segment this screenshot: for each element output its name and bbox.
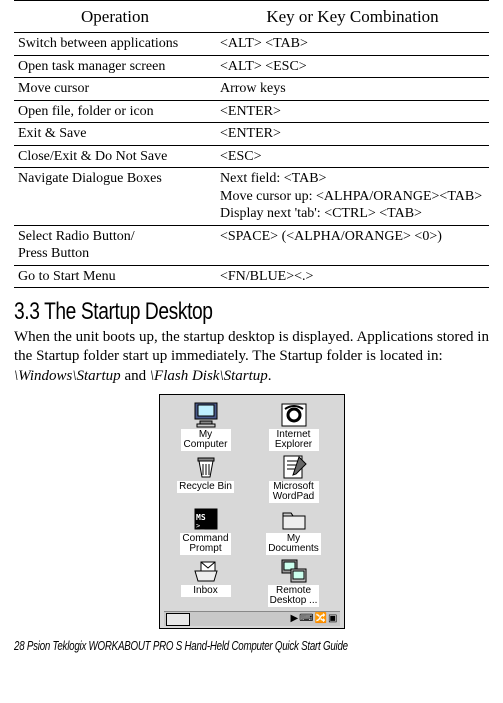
desktop-icon-label: Recycle Bin [177, 481, 234, 493]
wordpad-icon [279, 453, 309, 481]
desktop-icon-inbox[interactable]: Inbox [164, 557, 248, 607]
desktop-icon-grid: My Computer Internet Explorer Recycle Bi… [164, 401, 340, 607]
tray-icon: 🔀 [315, 614, 327, 624]
ie-icon [279, 401, 309, 429]
remote-icon [279, 557, 309, 585]
recycle-icon [191, 453, 221, 481]
table-row: Open task manager screen<ALT> <ESC> [14, 55, 489, 78]
page-footer: 28 Psion Teklogix WORKABOUT PRO S Hand-H… [14, 639, 385, 653]
desktop-icon-recycle-bin[interactable]: Recycle Bin [164, 453, 248, 503]
document-page: Operation Key or Key Combination Switch … [0, 0, 503, 653]
table-row: Select Radio Button/ Press Button<SPACE>… [14, 225, 489, 265]
desktop-icon-internet-explorer[interactable]: Internet Explorer [252, 401, 336, 451]
table-row: Go to Start Menu<FN/BLUE><.> [14, 265, 489, 288]
desktop-screenshot: My Computer Internet Explorer Recycle Bi… [159, 394, 345, 629]
svg-text:MS: MS [196, 513, 206, 522]
table-header-key: Key or Key Combination [216, 1, 489, 33]
desktop-icon-label: Remote Desktop ... [268, 585, 320, 607]
table-header-operation: Operation [14, 1, 216, 33]
desktop-icon-my-documents[interactable]: My Documents [252, 505, 336, 555]
table-row: Switch between applications<ALT> <TAB> [14, 33, 489, 56]
desktop-icon-remote-desktop[interactable]: Remote Desktop ... [252, 557, 336, 607]
start-button[interactable] [166, 613, 190, 626]
desktop-icon-label: My Computer [181, 429, 231, 451]
desktop-icon-label: Inbox [181, 585, 231, 597]
tray-icon: ▶ [290, 614, 298, 624]
desktop-icon-label: Microsoft WordPad [269, 481, 319, 503]
desktop-taskbar: ▶ ⌨ 🔀 ▣ [164, 611, 340, 626]
desktop-icon-label: Internet Explorer [269, 429, 319, 451]
tray-icon: ▣ [328, 614, 337, 624]
inbox-icon [191, 557, 221, 585]
desktop-icon-command-prompt[interactable]: MS>_ Command Prompt [164, 505, 248, 555]
command-icon: MS>_ [191, 505, 221, 533]
computer-icon [191, 401, 221, 429]
table-row: Open file, folder or icon<ENTER> [14, 100, 489, 123]
section-body: When the unit boots up, the startup desk… [14, 328, 489, 386]
desktop-icon-label: Command Prompt [180, 533, 230, 555]
section-heading: 3.3 The Startup Desktop [14, 298, 394, 326]
desktop-icon-wordpad[interactable]: Microsoft WordPad [252, 453, 336, 503]
keyboard-shortcuts-table: Operation Key or Key Combination Switch … [14, 0, 489, 288]
svg-text:>_: >_ [196, 522, 205, 530]
table-row: Close/Exit & Do Not Save<ESC> [14, 145, 489, 168]
table-row: Navigate Dialogue BoxesNext field: <TAB>… [14, 168, 489, 226]
table-row: Move cursorArrow keys [14, 78, 489, 101]
desktop-icon-label: My Documents [266, 533, 321, 555]
tray-icon: ⌨ [299, 614, 313, 624]
folder-icon [279, 505, 309, 533]
desktop-icon-my-computer[interactable]: My Computer [164, 401, 248, 451]
table-row: Exit & Save<ENTER> [14, 123, 489, 146]
